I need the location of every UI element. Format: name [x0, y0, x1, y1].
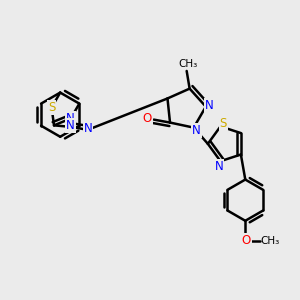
- Text: N: N: [66, 119, 75, 132]
- Text: N: N: [214, 160, 224, 173]
- Text: N: N: [66, 112, 75, 125]
- Text: CH₃: CH₃: [261, 236, 280, 245]
- Text: N: N: [192, 124, 201, 137]
- Text: S: S: [220, 117, 227, 130]
- Text: CH₃: CH₃: [178, 58, 198, 69]
- Text: N: N: [83, 122, 92, 135]
- Text: O: O: [143, 112, 152, 125]
- Text: N: N: [205, 99, 214, 112]
- Text: O: O: [242, 234, 251, 247]
- Text: S: S: [48, 101, 55, 114]
